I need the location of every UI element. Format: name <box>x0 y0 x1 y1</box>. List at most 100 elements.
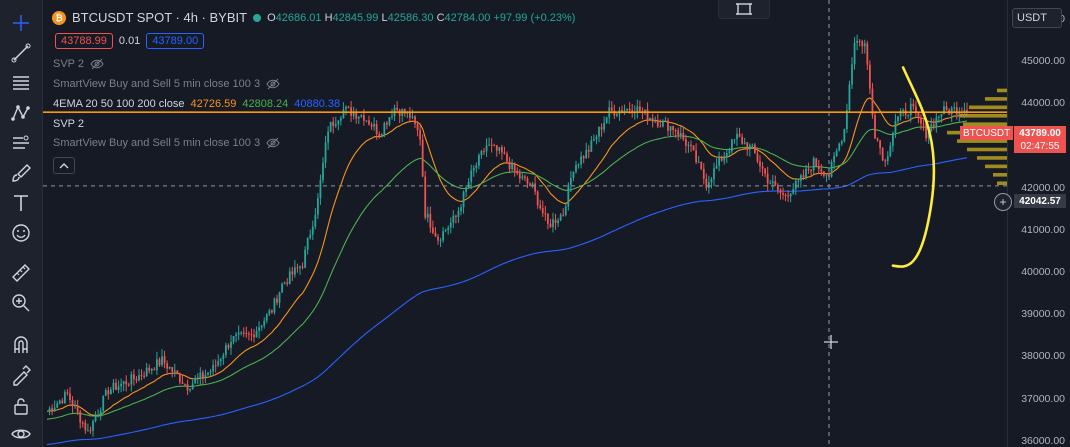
screenshot-tool-icon[interactable] <box>718 0 770 19</box>
candle-body <box>557 220 560 223</box>
candle <box>112 379 115 393</box>
candle-body <box>539 205 542 209</box>
candle <box>485 138 488 157</box>
candle-body <box>562 214 565 216</box>
candle <box>833 152 836 170</box>
candle-body <box>925 124 928 139</box>
candle-body <box>582 156 585 159</box>
candle <box>874 111 876 139</box>
candle-body <box>66 392 69 394</box>
candle <box>861 39 864 54</box>
hidden-eye-icon[interactable] <box>266 137 280 149</box>
candle <box>730 138 733 155</box>
candle <box>235 332 238 343</box>
indicator-smartview-2[interactable]: SmartView Buy and Sell 5 min close 100 3 <box>53 137 280 149</box>
candle-body <box>201 372 204 378</box>
candle-body <box>598 127 600 137</box>
candle <box>830 159 833 178</box>
lock-drawings-icon[interactable] <box>8 362 34 388</box>
candle-body <box>457 211 460 217</box>
pattern-icon[interactable] <box>8 100 34 126</box>
candle-body <box>293 267 296 275</box>
candle <box>851 57 853 90</box>
candle <box>373 117 376 131</box>
candle <box>728 147 731 156</box>
crosshair-icon[interactable] <box>8 10 34 36</box>
ruler-icon[interactable] <box>8 260 34 286</box>
candle <box>817 159 820 174</box>
price-chart[interactable] <box>43 0 1007 447</box>
candle <box>230 334 232 355</box>
candle-body <box>534 183 537 192</box>
hidden-eye-icon[interactable] <box>90 58 104 70</box>
candle-body <box>419 130 422 140</box>
indicator-svp-2[interactable]: SVP 2 <box>53 118 84 130</box>
candle <box>784 193 787 202</box>
candle <box>582 154 585 164</box>
candle-body <box>575 164 577 172</box>
indicator-smartview-1[interactable]: SmartView Buy and Sell 5 min close 100 3 <box>53 78 280 90</box>
lock-icon[interactable] <box>8 393 34 419</box>
add-alert-plus-icon[interactable]: + <box>994 193 1012 211</box>
forecast-icon[interactable] <box>8 130 34 156</box>
price-axis[interactable]: 46000.0045000.0044000.0043000.0042000.00… <box>1007 0 1070 447</box>
candle <box>751 143 754 148</box>
candle-body <box>628 108 631 111</box>
candle-body <box>240 332 243 334</box>
candle-body <box>789 193 792 197</box>
collapse-legend-button[interactable] <box>53 157 75 174</box>
candle <box>143 371 146 379</box>
candle-body <box>866 43 869 65</box>
candle-body <box>746 142 749 150</box>
candle-body <box>324 142 327 163</box>
candle <box>291 266 294 281</box>
symbol-title[interactable]: BTCUSDT SPOT · 4h · BYBIT <box>72 10 248 25</box>
text-icon[interactable] <box>8 190 34 216</box>
candle <box>166 360 169 375</box>
hidden-eye-icon[interactable] <box>266 78 280 90</box>
candle <box>89 426 92 434</box>
candle-body <box>212 365 215 372</box>
candle <box>500 144 503 160</box>
candle <box>845 103 848 134</box>
indicator-svp-1[interactable]: SVP 2 <box>53 58 104 70</box>
ema-value-3: 40880.38 <box>294 98 341 110</box>
visibility-icon[interactable] <box>8 421 34 447</box>
candle <box>907 114 910 119</box>
sell-price-button[interactable]: 43788.99 <box>55 33 113 49</box>
candle-body <box>679 133 682 136</box>
candle <box>881 147 884 162</box>
fib-retracement-icon[interactable] <box>8 70 34 96</box>
candle <box>421 134 424 178</box>
candle-body <box>426 213 429 218</box>
candle-body <box>531 183 534 187</box>
candle-body <box>592 139 595 141</box>
candle-body <box>930 124 933 132</box>
candle-body <box>692 145 695 151</box>
candle <box>158 357 161 367</box>
brush-icon[interactable] <box>8 160 34 186</box>
candle <box>194 375 197 384</box>
currency-select[interactable]: USDT <box>1012 8 1062 28</box>
candle <box>69 387 71 404</box>
trendline-icon[interactable] <box>8 40 34 66</box>
buy-price-button[interactable]: 43789.00 <box>146 33 205 49</box>
candle-body <box>544 213 547 215</box>
candle <box>802 169 805 181</box>
zoom-icon[interactable] <box>8 290 34 316</box>
candle <box>692 145 695 151</box>
candle-body <box>99 410 102 415</box>
candle-body <box>523 176 526 179</box>
candle-body <box>723 156 726 161</box>
candle <box>672 125 675 136</box>
candle-body <box>163 356 166 364</box>
magnet-icon[interactable] <box>8 332 34 358</box>
candle-body <box>495 145 498 151</box>
candle-body <box>383 123 386 135</box>
indicator-ema[interactable]: 4EMA 20 50 100 200 close 42726.59 42808.… <box>53 98 341 110</box>
candle <box>311 220 314 240</box>
candle-body <box>713 168 715 180</box>
candle <box>572 171 575 182</box>
emoji-icon[interactable] <box>8 220 34 246</box>
candle-body <box>667 120 669 131</box>
